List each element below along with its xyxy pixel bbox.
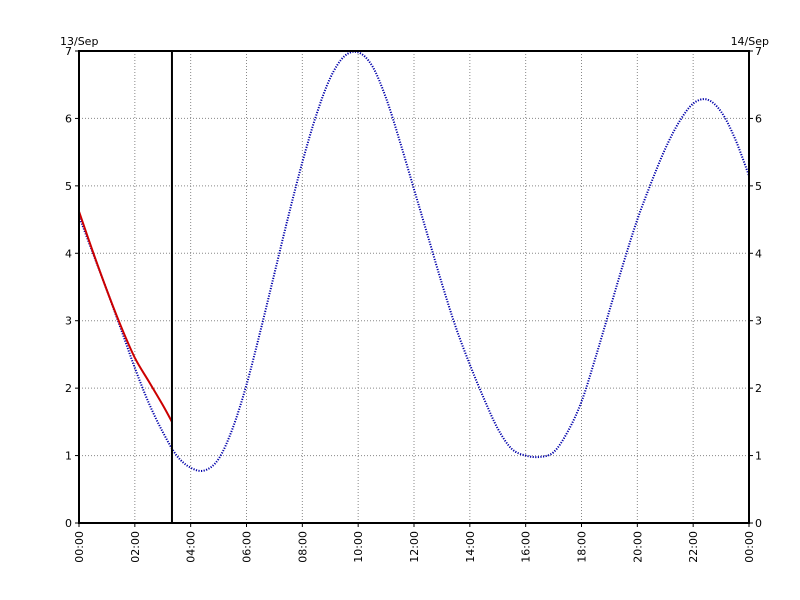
series-layer: [78, 50, 750, 472]
y-tick-label-right: 2: [755, 382, 762, 395]
y-tick-label-right: 1: [755, 450, 762, 463]
y-tick-label-right: 6: [755, 112, 762, 125]
x-tick-label: 14:00: [464, 531, 477, 563]
plot-frame: [78, 50, 750, 524]
x-tick-label: 08:00: [296, 531, 309, 563]
grid-lines: [79, 51, 749, 523]
predicted-tide-line: [78, 50, 750, 472]
y-tick-label-left: 6: [65, 112, 72, 125]
y-tick-label-right: 4: [755, 247, 762, 260]
y-tick-label-left: 5: [65, 180, 72, 193]
observed-tide-line: [78, 211, 173, 423]
x-tick-label: 04:00: [185, 531, 198, 563]
y-tick-label-left: 4: [65, 247, 72, 260]
y-tick-label-left: 7: [65, 45, 72, 58]
x-tick-label: 00:00: [73, 531, 86, 563]
x-tick-label: 02:00: [129, 531, 142, 563]
x-tick-label: 20:00: [631, 531, 644, 563]
y-tick-label-left: 1: [65, 450, 72, 463]
y-tick-label-right: 7: [755, 45, 762, 58]
y-tick-label-left: 0: [65, 517, 72, 530]
x-tick-label: 00:00: [743, 531, 756, 563]
date-label-right: 14/Sep: [730, 35, 769, 48]
x-tick-label: 16:00: [520, 531, 533, 563]
date-label-left: 13/Sep: [60, 35, 99, 48]
y-tick-label-left: 3: [65, 315, 72, 328]
y-tick-label-right: 0: [755, 517, 762, 530]
y-tick-label-right: 5: [755, 180, 762, 193]
x-tick-label: 12:00: [408, 531, 421, 563]
x-tick-label: 06:00: [241, 531, 254, 563]
y-tick-label-left: 2: [65, 382, 72, 395]
tick-labels: 00:00 02:00 04:00 06:00 08:00 10:00 12:00 14:00…: [65, 45, 762, 563]
y-tick-label-right: 3: [755, 315, 762, 328]
x-tick-label: 22:00: [687, 531, 700, 563]
x-tick-label: 18:00: [576, 531, 589, 563]
x-tick-label: 10:00: [352, 531, 365, 563]
